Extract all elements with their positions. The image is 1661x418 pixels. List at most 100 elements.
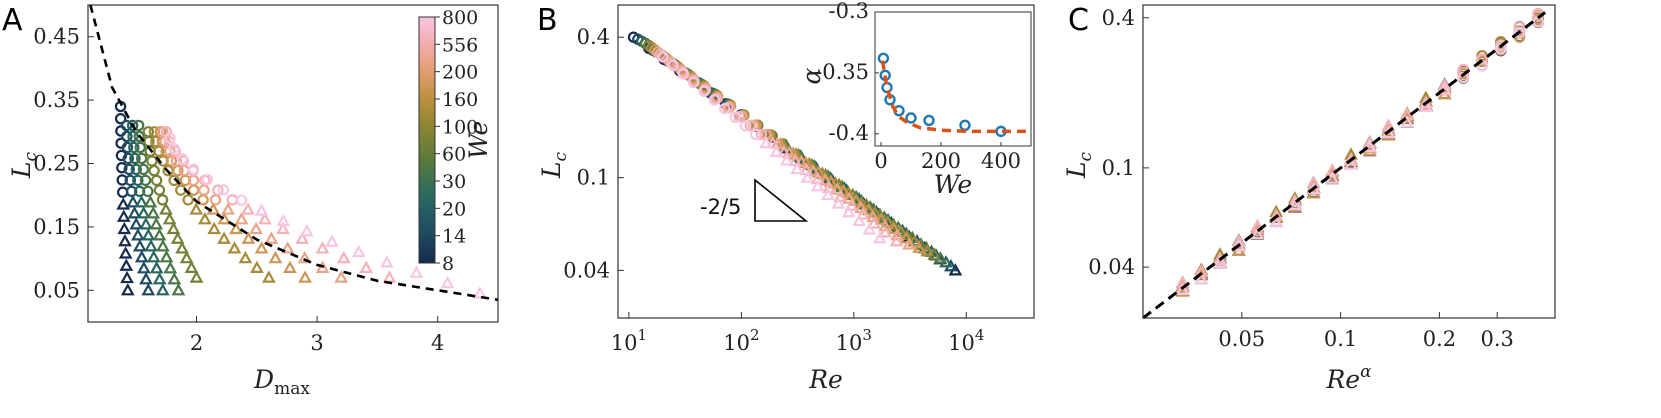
panel-letter-c: C: [1068, 3, 1089, 38]
panel-a-ylabel: Lc: [7, 151, 41, 179]
panel-b-point: [719, 102, 731, 115]
panel-a-point: [189, 202, 204, 215]
panel-a-ytick-label: 0.15: [33, 215, 80, 239]
panel-a-point: [315, 241, 330, 254]
panel-b-xtick-label: 103: [836, 326, 872, 355]
panel-a-point: [254, 203, 269, 216]
inset-xtick-label: 0: [874, 149, 887, 173]
panel-a-point: [116, 186, 129, 198]
panel-a-point: [254, 241, 269, 254]
panel-a-point: [209, 194, 222, 206]
panel-c-point: [1269, 208, 1284, 221]
panel-c-axes-box: [1142, 4, 1556, 319]
panel-a-point: [128, 141, 140, 154]
panel-c-point: [1495, 39, 1507, 51]
panel-a-point: [139, 174, 152, 187]
panel-b-point: [818, 173, 833, 186]
panel-b-point: [867, 216, 881, 229]
panel-b-point: [665, 57, 678, 69]
panel-b-point: [830, 182, 845, 195]
panel-a-point: [325, 234, 339, 247]
panel-b-axes-box: [617, 4, 1035, 319]
panel-c-fit-line: [1142, 11, 1547, 320]
panel-a-point: [166, 221, 181, 235]
panel-b-point: [765, 136, 780, 149]
panel-a-ytick-label: 0.35: [33, 88, 80, 112]
panel-a-ylabel-main: L: [7, 161, 36, 179]
panel-a-point: [149, 217, 164, 230]
inset-point: [923, 114, 935, 127]
colorbar-tick-label: 8: [442, 253, 454, 275]
panel-a-xlabel: Dmax: [253, 365, 310, 399]
panel-b-xtick-exponent: 3: [862, 326, 872, 344]
panel-b-point: [759, 135, 773, 149]
panel-a-point: [119, 258, 134, 271]
panel-b-ylabel-main: L: [537, 161, 566, 179]
panel-a-point: [212, 184, 224, 196]
panel-b-xtick-label: 102: [723, 326, 759, 355]
panel-c-ylabel-main: L: [1062, 161, 1091, 179]
panel-c-point: [1194, 271, 1209, 285]
panel-a-point: [148, 164, 160, 177]
panel-a-point: [217, 184, 230, 196]
colorbar: [418, 16, 436, 264]
panel-a-point: [132, 239, 147, 252]
panel-b-xtick-exponent: 2: [750, 326, 760, 344]
panel-b-point: [698, 85, 710, 97]
panel-b-point: [920, 243, 935, 257]
panel-a-point: [168, 174, 180, 187]
panel-a-point: [137, 163, 150, 176]
panel-a-point: [440, 275, 455, 289]
panel-b-point: [902, 237, 916, 250]
inset-xlabel: We: [934, 170, 972, 199]
panel-a-point: [127, 130, 139, 143]
panel-b-point: [688, 76, 700, 89]
panel-c-point: [1513, 26, 1526, 39]
panel-b-data-marks: [627, 31, 963, 276]
panel-a-point: [379, 255, 394, 268]
panel-b-point: [815, 166, 830, 179]
panel-a-ytick-label: 0.05: [33, 278, 80, 302]
panel-c-xtick-label: 0.05: [1218, 327, 1265, 351]
panel-b-point: [708, 94, 721, 106]
panel-b-point: [677, 68, 690, 80]
panel-a-point: [189, 270, 204, 283]
panel-b-xtick-base: 10: [723, 331, 750, 355]
colorbar-tick-label: 800: [442, 7, 478, 29]
panel-a-point: [121, 141, 134, 154]
panel-a-point: [116, 162, 128, 174]
panel-a-point: [359, 260, 374, 273]
panel-a-point: [136, 206, 151, 219]
panel-a-point: [241, 202, 255, 215]
panel-b-xtick-base: 10: [948, 331, 975, 355]
panel-a-point: [409, 265, 424, 278]
panel-c-xtick-label: 0.2: [1423, 327, 1456, 351]
panel-a-axes-box: [87, 4, 499, 323]
panel-c-ytick-label: 0.4: [1102, 6, 1135, 30]
panel-a-point: [135, 152, 148, 165]
panel-a-point: [473, 286, 487, 299]
panel-a-point: [132, 174, 144, 187]
panel-b-point: [750, 128, 762, 141]
panel-a-point: [264, 231, 279, 244]
panel-a-point: [336, 250, 351, 264]
panel-b-point: [872, 230, 887, 244]
panel-a-point: [120, 283, 135, 296]
colorbar-tick-label: 160: [442, 89, 478, 111]
panel-a-ytick-label: 0.45: [33, 25, 80, 49]
panel-c-point: [1400, 115, 1415, 128]
panel-a-data-marks: [114, 100, 487, 299]
panel-c-ytick-label: 0.1: [1102, 156, 1135, 180]
panel-c-point: [1288, 197, 1302, 210]
panel-b-point: [844, 198, 859, 211]
panel-c-ylabel-sub: c: [1076, 151, 1096, 161]
panel-a-point: [207, 221, 222, 235]
panel-a-point: [187, 163, 200, 175]
inset-axes-box: [874, 11, 1032, 147]
panel-b-point: [729, 111, 741, 123]
panel-a-point: [198, 184, 210, 196]
panel-b-xtick-exponent: 4: [975, 326, 985, 344]
panel-b-point: [889, 234, 904, 247]
panel-b-point: [852, 213, 866, 226]
